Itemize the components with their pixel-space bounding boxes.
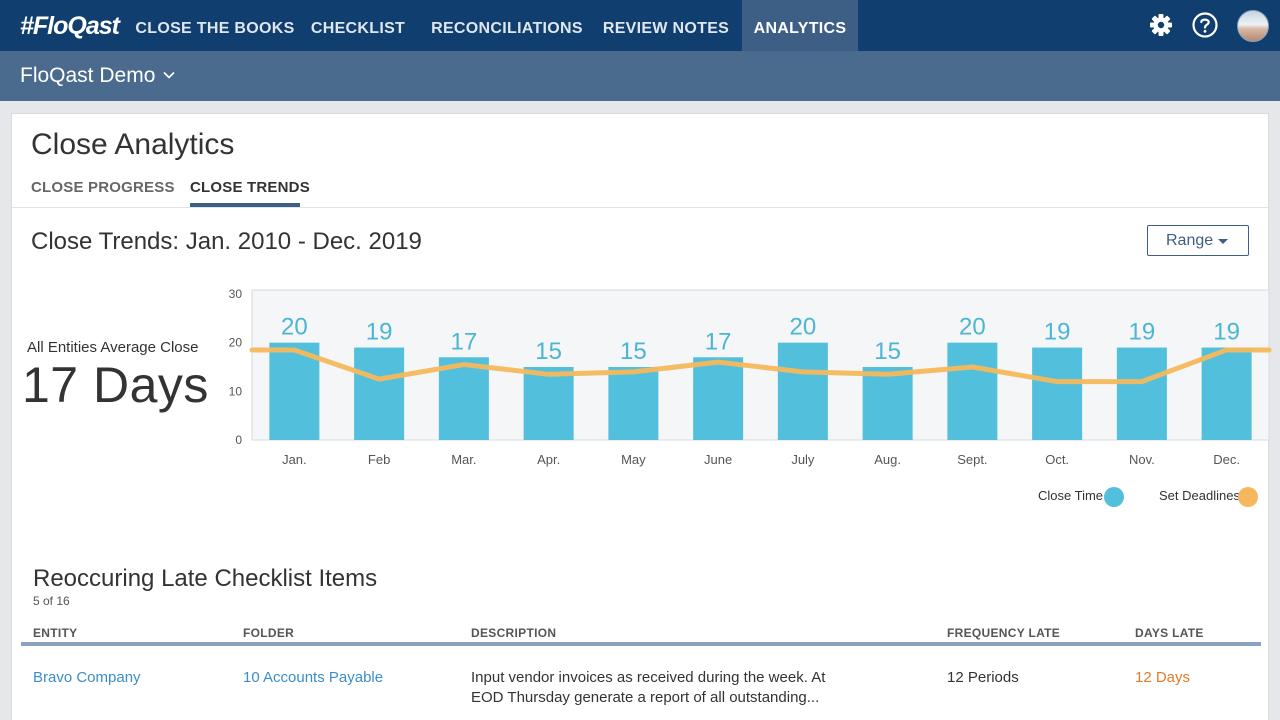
gear-icon[interactable] xyxy=(1147,11,1175,39)
bar-value-label: 19 xyxy=(366,319,393,346)
close-time-bar xyxy=(693,357,744,440)
x-tick-label: May xyxy=(621,452,646,467)
page-title: Close Analytics xyxy=(31,128,235,161)
x-tick-label: Apr. xyxy=(537,452,560,467)
row-folder-link[interactable]: 10 Accounts Payable xyxy=(243,669,384,686)
x-tick-label: Aug. xyxy=(874,452,901,467)
bar-value-label: 19 xyxy=(1044,319,1071,346)
y-tick-label: 20 xyxy=(229,336,243,350)
y-tick-label: 10 xyxy=(229,384,243,398)
company-bar: FloQast Demo xyxy=(0,51,1280,101)
column-header-entity[interactable]: ENTITY xyxy=(33,626,78,640)
close-time-bar xyxy=(862,367,913,440)
avatar[interactable] xyxy=(1237,10,1269,42)
nav-review-notes[interactable]: REVIEW NOTES xyxy=(602,20,730,37)
close-time-bar xyxy=(523,367,574,440)
close-time-bar xyxy=(1032,347,1083,440)
x-tick-label: Sept. xyxy=(957,452,987,467)
late-items-count: 5 of 16 xyxy=(33,594,70,608)
bar-value-label: 15 xyxy=(620,338,647,365)
bar-value-label: 19 xyxy=(1213,319,1240,346)
column-header-folder[interactable]: FOLDER xyxy=(243,626,295,640)
floqast-logo[interactable]: #FloQast xyxy=(20,12,120,40)
row-description: Input vendor invoices as received during… xyxy=(471,669,826,706)
table-header-divider xyxy=(21,642,1261,646)
y-tick-label: 0 xyxy=(235,433,242,447)
close-time-bar xyxy=(777,342,828,440)
x-tick-label: Mar. xyxy=(451,452,476,467)
analytics-card: Close Analytics CLOSE PROGRESS CLOSE TRE… xyxy=(11,113,1272,720)
row-entity-link[interactable]: Bravo Company xyxy=(33,669,141,686)
x-tick-label: July xyxy=(791,452,815,467)
close-time-bar xyxy=(1201,347,1252,440)
bar-value-label: 20 xyxy=(790,314,817,341)
close-trends-title: Close Trends: Jan. 2010 - Dec. 2019 xyxy=(31,228,422,255)
range-dropdown-button[interactable]: Range xyxy=(1147,225,1249,256)
average-close-value: 17 Days xyxy=(22,357,209,413)
legend-set-deadlines-swatch[interactable] xyxy=(1238,487,1258,507)
y-tick-label: 30 xyxy=(229,287,243,301)
top-nav: #FloQast CLOSE THE BOOKS CHECKLIST RECON… xyxy=(0,0,1280,51)
chevron-down-icon[interactable] xyxy=(163,71,175,79)
legend-close-time-swatch[interactable] xyxy=(1104,487,1124,507)
company-selector[interactable]: FloQast Demo xyxy=(20,64,156,87)
late-items-title: Reoccuring Late Checklist Items xyxy=(33,565,378,592)
close-time-bar xyxy=(608,367,659,440)
bar-value-label: 17 xyxy=(705,328,732,355)
nav-close-the-books[interactable]: CLOSE THE BOOKS xyxy=(135,20,295,37)
row-days-late: 12 Days xyxy=(1135,669,1191,686)
close-time-bar xyxy=(438,357,489,440)
row-frequency-late: 12 Periods xyxy=(947,669,1019,686)
close-time-bar xyxy=(1116,347,1167,440)
x-tick-label: Feb xyxy=(368,452,390,467)
x-tick-label: Dec. xyxy=(1213,452,1240,467)
tab-close-progress[interactable]: CLOSE PROGRESS xyxy=(31,179,175,196)
active-tab-indicator xyxy=(190,203,300,207)
x-tick-label: Nov. xyxy=(1129,452,1155,467)
close-trends-chart: 0 10 20 30 20 Jan. 19 Feb 17 Mar. 15 Apr. 15 May 17 Jun… xyxy=(229,287,1272,467)
close-time-bar xyxy=(947,342,998,440)
set-deadlines-line xyxy=(249,347,1272,385)
close-time-bar xyxy=(269,342,320,440)
x-tick-label: Oct. xyxy=(1045,452,1069,467)
bar-value-label: 15 xyxy=(874,338,901,365)
nav-analytics[interactable]: ANALYTICS xyxy=(742,0,858,51)
tab-close-trends[interactable]: CLOSE TRENDS xyxy=(190,179,310,196)
nav-reconciliations[interactable]: RECONCILIATIONS xyxy=(431,20,583,37)
help-icon[interactable] xyxy=(1191,11,1219,39)
average-close-label: All Entities Average Close xyxy=(27,339,199,356)
caret-down-icon xyxy=(1218,239,1228,244)
bar-value-label: 15 xyxy=(535,338,562,365)
bar-value-label: 17 xyxy=(451,328,478,355)
x-tick-label: June xyxy=(704,452,732,467)
x-tick-label: Jan. xyxy=(282,452,307,467)
legend-set-deadlines-label: Set Deadlines xyxy=(1159,488,1240,503)
bar-value-label: 20 xyxy=(281,314,308,341)
legend-close-time-label: Close Time xyxy=(1038,488,1104,503)
nav-checklist[interactable]: CHECKLIST xyxy=(310,20,406,37)
column-header-frequency-late[interactable]: FREQUENCY LATE xyxy=(947,626,1061,640)
close-time-bar xyxy=(354,347,405,440)
column-header-description[interactable]: DESCRIPTION xyxy=(471,626,557,640)
bar-value-label: 19 xyxy=(1129,319,1156,346)
column-header-days-late[interactable]: DAYS LATE xyxy=(1135,626,1204,640)
range-button-label: Range xyxy=(1166,231,1214,249)
bar-value-label: 20 xyxy=(959,314,986,341)
tab-divider xyxy=(12,207,1268,208)
